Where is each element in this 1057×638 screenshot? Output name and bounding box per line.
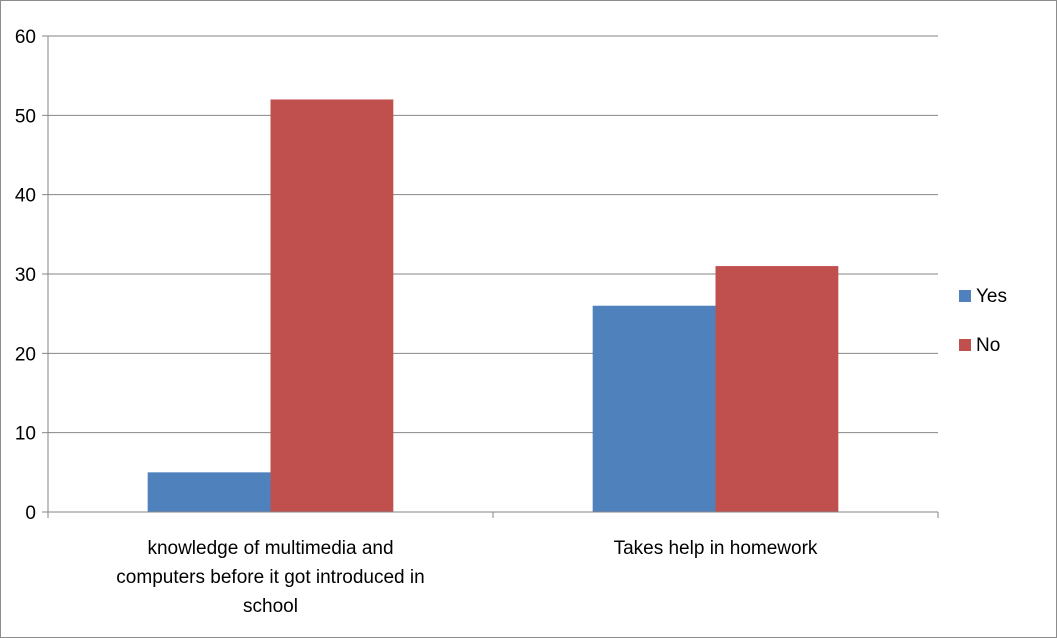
y-tick-label: 40 [15, 186, 36, 207]
y-tick-label: 0 [25, 503, 36, 524]
legend-label-no: No [976, 335, 1000, 356]
bars [147, 99, 839, 512]
x-category-label: school [243, 596, 298, 617]
bar-no-0 [270, 99, 394, 512]
axes [42, 35, 939, 518]
y-tick-label: 60 [15, 27, 36, 48]
legend-swatch-yes [959, 290, 971, 302]
y-tick-labels: 0 10 20 30 40 50 60 [15, 27, 36, 524]
y-tick-label: 30 [15, 265, 36, 286]
legend-swatch-no [959, 339, 971, 351]
y-tick-label: 50 [15, 106, 36, 127]
bar-yes-0 [147, 472, 271, 512]
x-category-labels: knowledge of multimedia and computers bef… [116, 538, 818, 617]
x-category-label: knowledge of multimedia and [147, 538, 393, 559]
x-category-label: computers before it got introduced in [116, 567, 424, 588]
y-tick-label: 20 [15, 344, 36, 365]
legend-label-yes: Yes [976, 286, 1007, 307]
y-tick-label: 10 [15, 424, 36, 445]
bar-yes-1 [592, 305, 716, 512]
legend: Yes No [959, 286, 1007, 356]
bar-no-1 [715, 266, 839, 512]
x-category-label: Takes help in homework [614, 538, 818, 559]
